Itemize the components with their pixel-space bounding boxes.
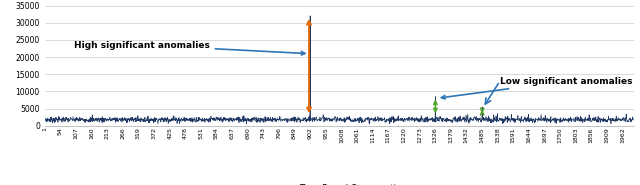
Time Based Consumption [366,123,374,125]
Time Based Consumption [307,15,314,17]
Legend: Time Based Consumption: Time Based Consumption [268,181,410,185]
Time Based Consumption [613,120,621,122]
Time Based Consumption [41,116,49,118]
Time Based Consumption [630,119,637,121]
Time Based Consumption [613,118,621,120]
Time Based Consumption [328,120,335,122]
Time Based Consumption [71,118,79,120]
Time Based Consumption [312,117,319,120]
Text: Low significant anomalies: Low significant anomalies [442,77,632,99]
Text: High significant anomalies: High significant anomalies [74,41,305,55]
Line: Time Based Consumption: Time Based Consumption [45,16,634,124]
Time Based Consumption [505,118,513,120]
